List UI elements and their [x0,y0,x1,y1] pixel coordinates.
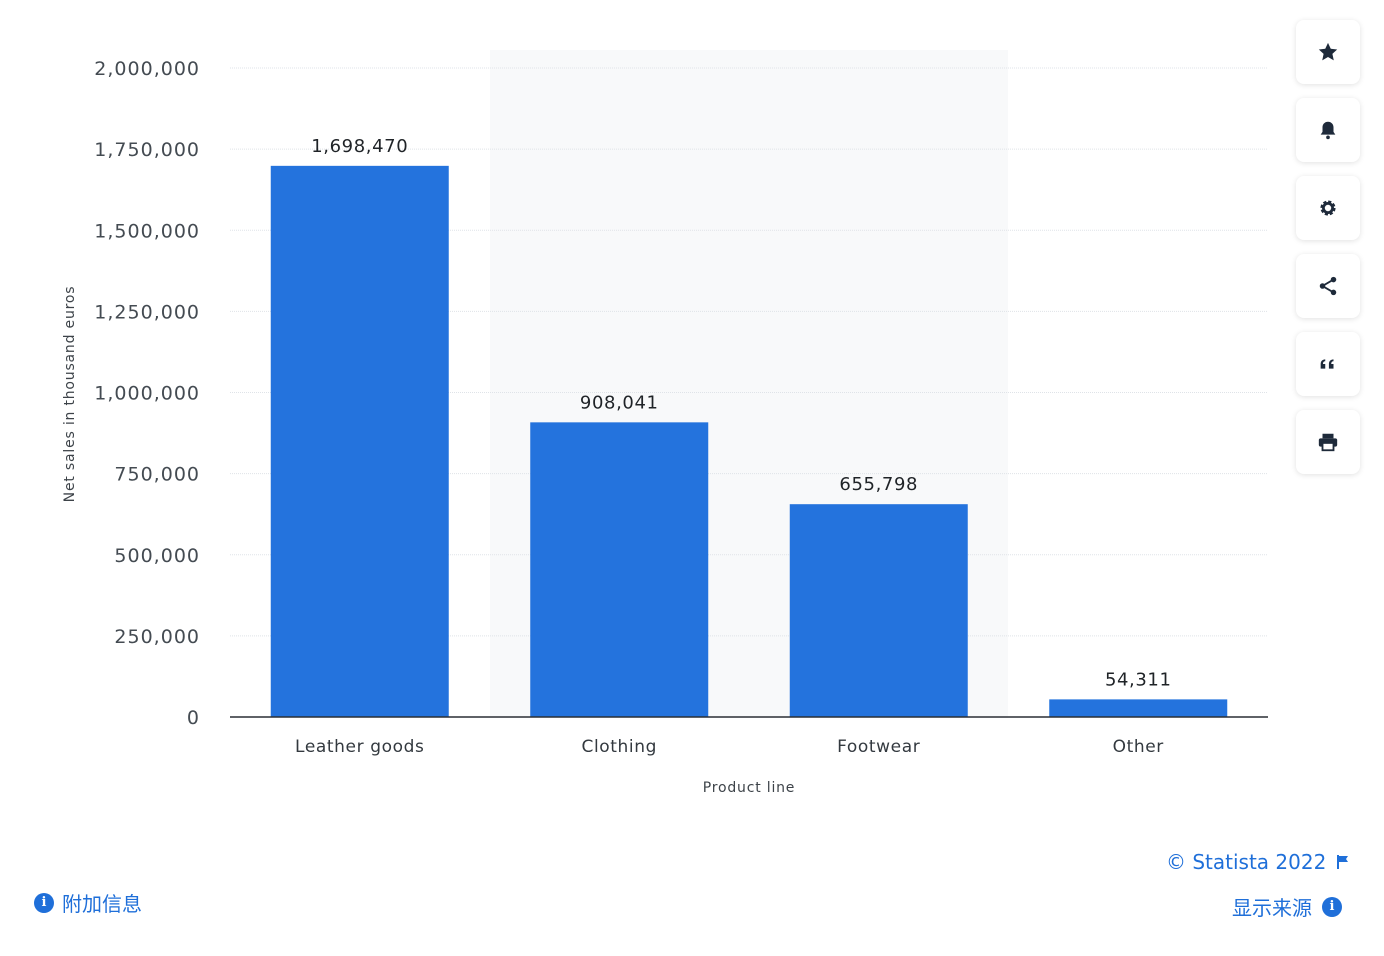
quote-icon [1320,359,1334,369]
star-icon [1318,42,1338,61]
show-source-label: 显示来源 [1232,896,1312,920]
print-icon [1318,433,1338,452]
x-axis-categories: Leather goods Clothing Footwear Other [295,737,1164,757]
show-source-link[interactable]: 显示来源 i [1232,892,1342,921]
info-icon: i [1322,896,1342,917]
y-tick-label: 1,750,000 [94,139,200,161]
y-tick-label: 1,250,000 [94,301,200,323]
notification-button[interactable] [1296,98,1360,162]
x-tick-label: Clothing [581,737,657,757]
bar[interactable] [789,504,968,717]
gear-icon [1320,200,1336,216]
y-axis-ticks: 0 250,000 500,000 750,000 1,000,000 1,250,000… [94,58,200,729]
bar-chart: 0 250,000 500,000 750,000 1,000,000 1,250,000… [62,58,1268,796]
bar-value-label: 908,041 [580,392,659,413]
bars: 1,698,470 908,041 655,798 54,311 [270,136,1228,717]
bar-value-label: 655,798 [839,474,918,495]
y-tick-label: 2,000,000 [94,58,200,80]
additional-info-label: 附加信息 [62,892,142,916]
bar[interactable] [530,422,709,717]
additional-info-link[interactable]: i 附加信息 [34,888,142,917]
bar[interactable] [270,165,449,717]
print-button[interactable] [1296,410,1360,474]
x-tick-label: Footwear [837,737,920,757]
credit-text: © Statista 2022 [1166,850,1327,874]
x-axis-title: Product line [703,780,795,796]
statista-credit[interactable]: © Statista 2022 [1166,850,1350,874]
bar-value-label: 1,698,470 [311,136,408,157]
y-tick-label: 1,500,000 [94,220,200,242]
flag-icon [1337,855,1349,869]
cite-button[interactable] [1296,332,1360,396]
x-tick-label: Leather goods [295,737,424,757]
y-tick-label: 750,000 [114,464,200,486]
bar[interactable] [1049,699,1228,717]
bar-value-label: 54,311 [1105,669,1172,690]
favorite-button[interactable] [1296,20,1360,84]
x-tick-label: Other [1113,737,1164,757]
bell-icon [1320,121,1336,140]
y-tick-label: 500,000 [114,545,200,567]
share-icon [1319,276,1337,296]
info-icon: i [34,892,54,913]
y-tick-label: 250,000 [114,626,200,648]
y-axis-title: Net sales in thousand euros [62,286,78,503]
y-tick-label: 1,000,000 [94,383,200,405]
settings-button[interactable] [1296,176,1360,240]
share-button[interactable] [1296,254,1360,318]
y-tick-label: 0 [187,707,200,729]
